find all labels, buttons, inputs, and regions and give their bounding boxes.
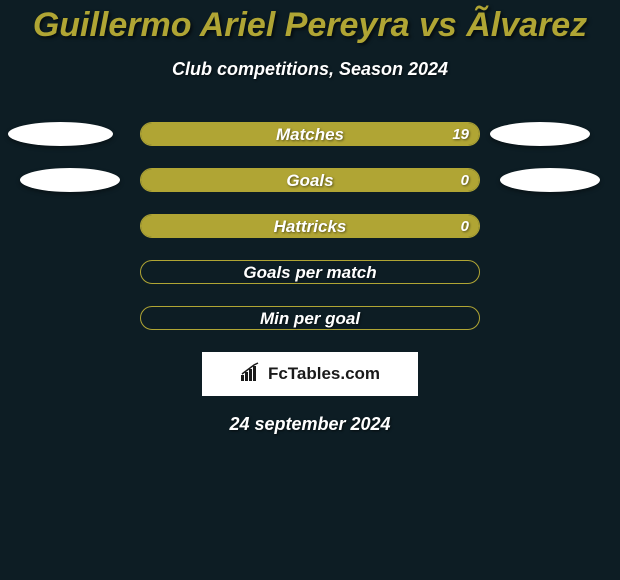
stat-bar: Hattricks0 — [140, 214, 480, 238]
stat-label: Goals per match — [141, 261, 479, 285]
watermark-icon — [240, 362, 264, 387]
date-text: 24 september 2024 — [0, 414, 620, 435]
stat-pill-right — [490, 122, 590, 146]
stat-bar: Goals0 — [140, 168, 480, 192]
stat-pill-right — [500, 168, 600, 192]
stat-value-right: 0 — [461, 215, 469, 239]
stat-row: Matches19 — [0, 122, 620, 146]
stat-value-right: 0 — [461, 169, 469, 193]
stat-label: Goals — [141, 169, 479, 193]
stat-bar: Matches19 — [140, 122, 480, 146]
stat-bar: Goals per match — [140, 260, 480, 284]
stat-pill-left — [20, 168, 120, 192]
page-title: Guillermo Ariel Pereyra vs Ãlvarez — [0, 0, 620, 45]
stat-pill-left — [8, 122, 113, 146]
stat-label: Matches — [141, 123, 479, 147]
subtitle: Club competitions, Season 2024 — [0, 59, 620, 80]
stat-row: Hattricks0 — [0, 214, 620, 238]
stat-row: Goals0 — [0, 168, 620, 192]
stat-bar: Min per goal — [140, 306, 480, 330]
stat-row: Goals per match — [0, 260, 620, 284]
watermark-text: FcTables.com — [268, 364, 380, 384]
stat-rows: Matches19Goals0Hattricks0Goals per match… — [0, 122, 620, 330]
stat-label: Min per goal — [141, 307, 479, 331]
watermark: FcTables.com — [202, 352, 418, 396]
stat-value-right: 19 — [452, 123, 469, 147]
stat-row: Min per goal — [0, 306, 620, 330]
stat-label: Hattricks — [141, 215, 479, 239]
